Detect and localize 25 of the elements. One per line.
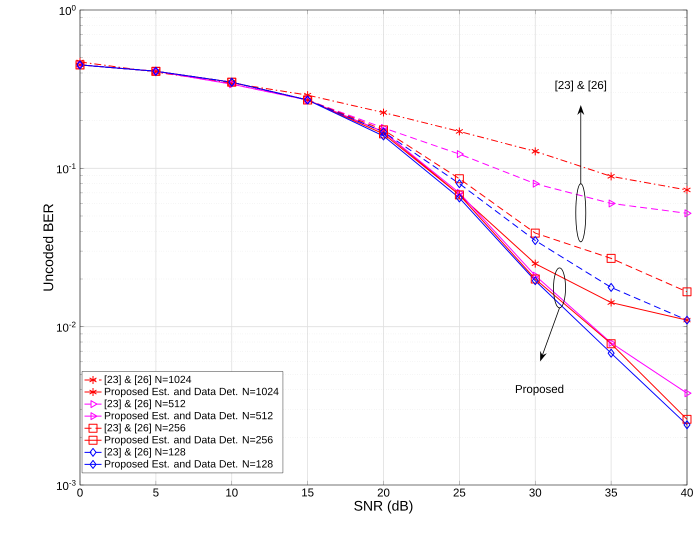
y-tick-label: 10$^{-3}$ xyxy=(56,480,76,490)
legend-label: [23] & [26] N=128 xyxy=(104,448,186,458)
x-tick-label: 15 xyxy=(302,488,314,497)
legend-label: Proposed Est. and Data Det. N=1024 xyxy=(104,388,279,398)
x-tick-label: 5 xyxy=(153,488,159,497)
y-axis-title: Uncoded BER xyxy=(43,204,54,291)
x-tick-label: 10 xyxy=(226,488,238,497)
legend-label: Proposed Est. and Data Det. N=128 xyxy=(104,460,273,470)
annotation: Proposed xyxy=(516,384,564,396)
legend-label: [23] & [26] N=1024 xyxy=(104,375,192,386)
x-tick-label: 40 xyxy=(680,488,693,497)
annotation: [23] & [26] xyxy=(555,80,606,92)
y-tick-label: 10$^{-1}$ xyxy=(56,163,76,174)
legend-label: Proposed Est. and Data Det. N=512 xyxy=(104,412,273,422)
x-tick-label: 20 xyxy=(378,488,390,497)
legend-label: [23] & [26] N=512 xyxy=(104,400,186,410)
x-tick-label: 25 xyxy=(454,488,466,497)
x-tick-label: 0 xyxy=(77,488,83,497)
legend-label: [23] & [26] N=256 xyxy=(104,424,186,434)
legend-label: Proposed Est. and Data Det. N=256 xyxy=(104,436,273,446)
x-tick-label: 35 xyxy=(605,488,618,497)
y-tick-label: 10$^{0}$ xyxy=(60,4,76,16)
y-tick-label: 10$^{-2}$ xyxy=(56,322,76,332)
x-axis-title: SNR (dB) xyxy=(354,500,412,514)
x-tick-label: 30 xyxy=(529,488,542,497)
